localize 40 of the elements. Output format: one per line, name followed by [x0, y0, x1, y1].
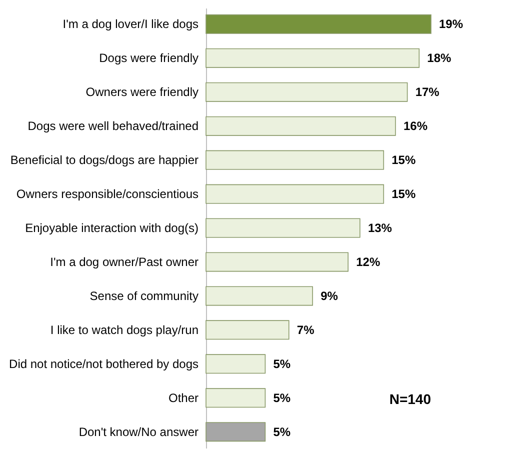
bar: [206, 286, 313, 306]
y-tick-label: Sense of community: [90, 288, 198, 303]
y-tick-label: Enjoyable interaction with dog(s): [25, 221, 198, 235]
bar: [206, 320, 290, 340]
y-tick-label: Owners were friendly: [86, 85, 198, 100]
data-label: 18%: [427, 51, 452, 66]
bar: [206, 116, 396, 136]
data-label: 5%: [273, 390, 291, 405]
y-tick-label: Dogs were well behaved/trained: [28, 119, 198, 134]
y-tick-label: I'm a dog lover/I like dogs: [62, 17, 198, 32]
y-tick-label: I'm a dog owner/Past owner: [50, 254, 198, 269]
data-label: 12%: [356, 254, 380, 269]
bar: [206, 48, 420, 68]
data-label: 5%: [273, 356, 291, 371]
bar: [206, 150, 384, 170]
bar: [206, 184, 384, 204]
data-label: 7%: [296, 322, 315, 337]
bar: [206, 422, 266, 442]
annotation: N=140: [389, 391, 432, 407]
y-tick-label: Owners responsible/conscientious: [16, 187, 198, 202]
data-label: 15%: [392, 187, 416, 202]
data-label: 9%: [320, 288, 338, 303]
y-tick-label: Beneficial to dogs/dogs are happier: [10, 153, 198, 168]
bar: [206, 82, 408, 102]
bar: [206, 218, 360, 238]
bar: [206, 14, 432, 34]
bar: [206, 252, 349, 272]
y-tick-label: Other: [168, 390, 198, 405]
data-label: 15%: [392, 153, 416, 168]
y-tick-label: I like to watch dogs play/run: [50, 322, 198, 337]
bar: [206, 354, 266, 374]
data-label: 19%: [439, 17, 464, 32]
bar: [206, 388, 266, 408]
y-tick-label: Dogs were friendly: [99, 51, 198, 66]
y-tick-label: Did not notice/not bothered by dogs: [9, 356, 198, 371]
data-label: 5%: [273, 424, 291, 439]
data-label: 17%: [415, 85, 440, 100]
y-tick-label: Don't know/No answer: [78, 424, 198, 439]
data-label: 13%: [368, 221, 392, 235]
data-label: 16%: [403, 119, 428, 134]
